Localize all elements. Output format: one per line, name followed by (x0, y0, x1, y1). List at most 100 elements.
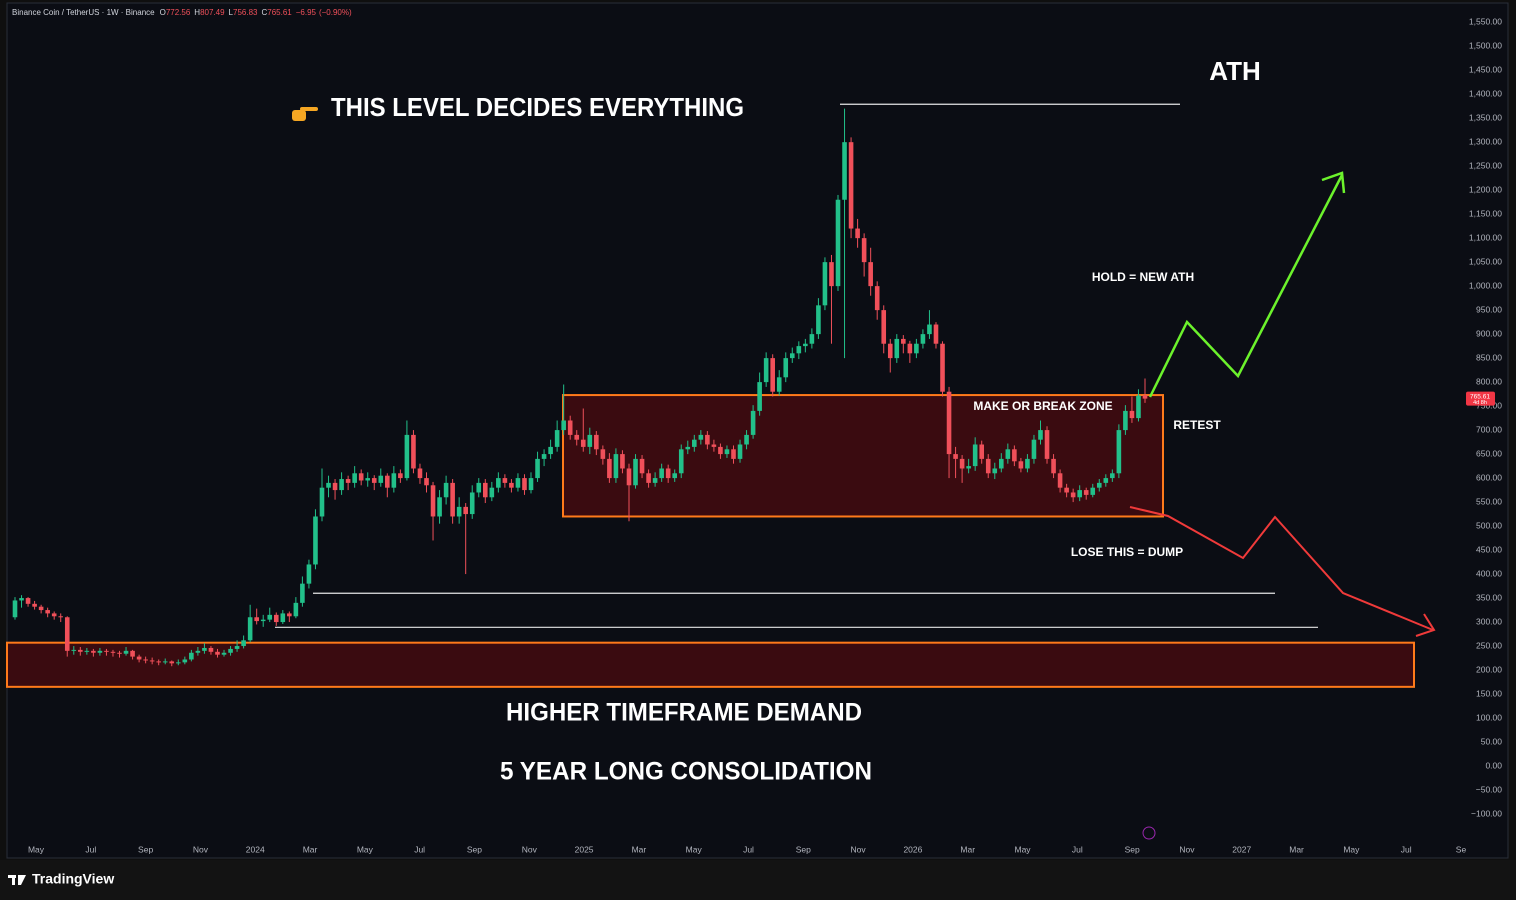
x-tick-label: May (1015, 844, 1032, 854)
candle-body (1110, 473, 1115, 479)
candle-body (208, 647, 214, 652)
x-tick-label: Jul (1401, 844, 1412, 854)
candle-body (12, 600, 18, 618)
candle-body (959, 458, 965, 469)
symbol-header: Binance Coin / TetherUS · 1W · Binance O7… (12, 8, 352, 17)
candle-body (228, 648, 233, 653)
y-tick-label: 700.00 (1476, 424, 1502, 434)
brand: TradingView (32, 871, 114, 887)
candle-body (1018, 461, 1024, 469)
candle-body (241, 640, 246, 647)
x-tick-label: Nov (1179, 844, 1195, 854)
y-tick-label: 850.00 (1476, 352, 1502, 362)
candle-body (32, 603, 37, 607)
candle-body (306, 564, 312, 584)
candle-body (64, 617, 70, 651)
candle-body (149, 660, 155, 662)
zone (6, 641, 1415, 688)
candle-body (117, 652, 122, 654)
candle-body (430, 485, 436, 517)
candle-body (894, 338, 900, 359)
candle-body (783, 358, 789, 378)
candle-body (378, 475, 384, 483)
candle-body (58, 616, 64, 618)
candle-body (38, 606, 44, 611)
candle-body (1103, 478, 1109, 483)
candle-body (1005, 449, 1011, 459)
candle-body (992, 468, 998, 474)
candle-body (443, 482, 449, 498)
candle-body (254, 617, 259, 622)
candle-body (260, 619, 266, 622)
candle-body (1070, 492, 1076, 498)
candle-body (914, 343, 919, 354)
candle-body (189, 652, 194, 660)
x-tick-label: 2027 (1232, 844, 1251, 854)
x-tick-label: Sep (467, 844, 482, 854)
candle-body (718, 446, 723, 455)
candle-body (313, 516, 318, 565)
candle-body (450, 482, 455, 517)
y-tick-label: −50.00 (1476, 784, 1503, 794)
candle-body (280, 613, 286, 623)
y-tick-label: 1,300.00 (1469, 136, 1502, 146)
y-tick-label: 200.00 (1476, 664, 1502, 674)
tradingview-logo[interactable]: TradingView (8, 871, 114, 887)
candle-body (874, 286, 880, 311)
candle-body (1136, 395, 1141, 419)
y-tick-label: 1,450.00 (1469, 64, 1502, 74)
candles (12, 108, 1148, 667)
y-tick-label: 0.00 (1485, 760, 1502, 770)
y-tick-label: 250.00 (1476, 640, 1502, 650)
bull-arrowhead (1321, 171, 1346, 194)
candle-body (1129, 410, 1135, 419)
candle-body (561, 420, 566, 431)
x-tick-label: Sep (1125, 844, 1140, 854)
candle-body (202, 647, 207, 651)
candle-body (358, 473, 364, 481)
candle-body (469, 492, 475, 515)
candle-body (600, 449, 606, 459)
candle-body (25, 598, 31, 604)
candle-body (84, 650, 90, 652)
levels (275, 103, 1318, 628)
candle-body (482, 482, 488, 498)
candle-body (71, 649, 77, 651)
candle-body (678, 449, 684, 474)
y-tick-label: 1,500.00 (1469, 40, 1502, 50)
candle-body (607, 458, 612, 479)
candle-body (554, 430, 560, 447)
candle-body (744, 434, 749, 445)
y-tick-label: 1,400.00 (1469, 88, 1502, 98)
candle-body (1116, 430, 1122, 474)
candle-body (1057, 473, 1063, 488)
lose-label: LOSE THIS = DUMP (1071, 545, 1183, 559)
candle-body (803, 343, 808, 347)
y-tick-label: 1,250.00 (1469, 160, 1502, 170)
candle-body (182, 659, 188, 663)
candle-body (391, 473, 397, 488)
candle-body (659, 468, 664, 479)
event-marker[interactable] (1142, 826, 1156, 840)
y-tick-label: 100.00 (1476, 712, 1502, 722)
y-tick-label: 50.00 (1481, 736, 1503, 746)
candle-body (215, 651, 220, 655)
candle-body (51, 613, 57, 617)
candle-body (953, 454, 958, 459)
candle-body (97, 650, 103, 653)
y-tick-label: 1,100.00 (1469, 232, 1502, 242)
candle-body (816, 305, 821, 335)
countdown-label: 4d 8h (1473, 400, 1487, 406)
candle-body (907, 343, 913, 354)
footer-bar (0, 860, 1516, 900)
candle-body (652, 478, 658, 483)
y-tick-label: 800.00 (1476, 376, 1502, 386)
x-tick-label: May (28, 844, 45, 854)
y-tick-label: 400.00 (1476, 568, 1502, 578)
x-tick-label: May (357, 844, 374, 854)
zone-label: MAKE OR BREAK ZONE (973, 399, 1112, 413)
candle-body (737, 444, 743, 459)
candle-body (78, 649, 83, 652)
y-tick-label: 1,550.00 (1469, 16, 1502, 26)
candle-body (1038, 430, 1043, 440)
